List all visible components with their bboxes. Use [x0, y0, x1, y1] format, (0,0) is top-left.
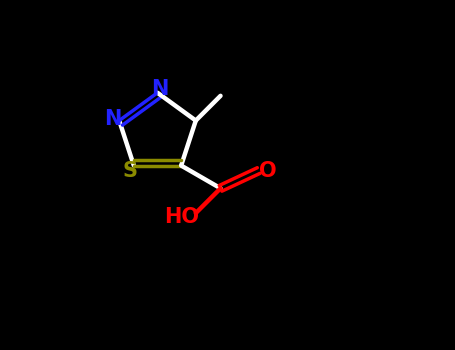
Text: O: O [258, 161, 276, 181]
Text: HO: HO [164, 207, 199, 227]
Text: N: N [152, 78, 169, 99]
Text: N: N [104, 109, 121, 129]
Text: S: S [122, 161, 137, 181]
